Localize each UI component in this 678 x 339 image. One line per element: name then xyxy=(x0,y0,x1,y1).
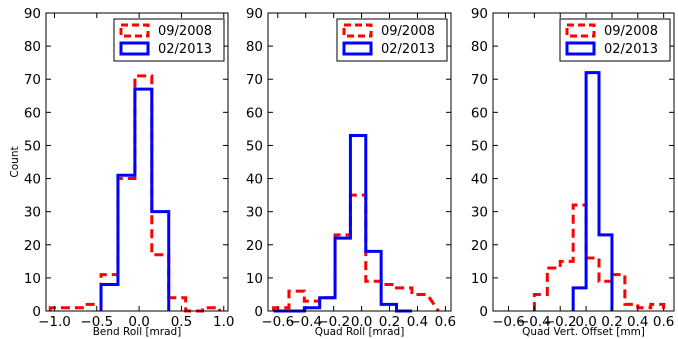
histogram-series-1 xyxy=(532,203,666,311)
y-tick-label: 20 xyxy=(24,238,41,254)
legend-swatch xyxy=(119,41,150,56)
y-axis-label: Count xyxy=(9,146,21,177)
y-tick-label: 0 xyxy=(479,304,488,320)
y-tick-label: 50 xyxy=(471,138,488,154)
x-tick-label: 0.0 xyxy=(575,314,596,330)
y-tick-label: 80 xyxy=(246,39,263,55)
x-tick-label: 0.2 xyxy=(379,314,400,330)
legend: 09/2008 02/2013 xyxy=(113,18,225,62)
legend-swatch xyxy=(342,41,373,56)
legend-label: 09/2008 xyxy=(604,24,658,39)
y-tick-label: 0 xyxy=(32,304,41,320)
y-tick-label: 20 xyxy=(471,238,488,254)
x-tick-label: 0.0 xyxy=(351,314,372,330)
legend-label: 09/2008 xyxy=(158,24,212,39)
x-tick-label: −0.4 xyxy=(518,314,551,330)
y-tick-label: 10 xyxy=(24,271,41,287)
y-tick-label: 80 xyxy=(24,39,41,55)
y-tick-label: 10 xyxy=(246,271,263,287)
y-tick-label: 80 xyxy=(471,39,488,55)
y-tick-label: 90 xyxy=(24,6,41,22)
legend-swatch xyxy=(565,41,596,56)
x-tick-label: 0.2 xyxy=(601,314,622,330)
x-tick-label: −0.6 xyxy=(492,314,525,330)
x-tick-label: 0.0 xyxy=(128,314,149,330)
x-tick-label: 0.6 xyxy=(653,314,674,330)
x-axis-label: Quad Roll [mrad] xyxy=(315,326,405,338)
x-axis-label: Bend Roll [mrad] xyxy=(93,326,182,338)
x-tick-label: 1.0 xyxy=(213,314,234,330)
y-tick-label: 70 xyxy=(471,72,488,88)
y-tick-label: 90 xyxy=(246,6,263,22)
legend-label: 02/2013 xyxy=(381,42,435,57)
y-tick-label: 90 xyxy=(471,6,488,22)
x-tick-label: −0.5 xyxy=(80,314,113,330)
y-tick-label: 60 xyxy=(24,105,41,121)
axes-frame xyxy=(492,12,675,312)
x-tick-label: 0.4 xyxy=(627,314,648,330)
legend: 09/2008 02/2013 xyxy=(336,18,448,62)
histogram-series-1 xyxy=(272,193,440,312)
y-tick-label: 40 xyxy=(471,172,488,188)
legend-label: 02/2013 xyxy=(604,42,658,57)
x-tick-label: −1.0 xyxy=(38,314,71,330)
x-tick-label: 0.6 xyxy=(435,314,456,330)
y-tick-label: 50 xyxy=(246,138,263,154)
x-tick-label: −0.2 xyxy=(544,314,577,330)
legend-swatch xyxy=(119,23,150,38)
y-tick-label: 0 xyxy=(254,304,263,320)
legend-label: 09/2008 xyxy=(381,24,435,39)
axes-frame xyxy=(45,12,229,312)
y-tick-label: 40 xyxy=(24,172,41,188)
legend-label: 02/2013 xyxy=(158,42,212,57)
chart-panel-2: 0 10 20 30 40 50 60 70 80 90 −0.6−0.4−0.2 0.0 0.2 0.4… xyxy=(246,6,456,338)
x-tick-label: −0.2 xyxy=(317,314,350,330)
x-tick-label: −0.6 xyxy=(261,314,294,330)
y-tick-label: 40 xyxy=(246,172,263,188)
y-tick-label: 20 xyxy=(246,238,263,254)
y-tick-label: 30 xyxy=(24,205,41,221)
x-tick-label: 0.4 xyxy=(407,314,428,330)
chart-panel-1: 0 10 20 30 40 50 60 70 80 90 −1.0 −0.5 0.0 0.5 1.0 Bend… xyxy=(9,6,235,338)
x-tick-label: −0.4 xyxy=(289,314,322,330)
axes-frame xyxy=(267,12,452,312)
y-tick-label: 60 xyxy=(246,105,263,121)
histogram-series-2 xyxy=(273,134,412,313)
y-tick-label: 60 xyxy=(471,105,488,121)
y-tick-label: 70 xyxy=(246,72,263,88)
histogram-series-2 xyxy=(99,87,171,311)
y-tick-label: 10 xyxy=(471,271,488,287)
y-tick-label: 30 xyxy=(246,205,263,221)
y-tick-label: 70 xyxy=(24,72,41,88)
legend-swatch xyxy=(342,23,373,38)
legend: 09/2008 02/2013 xyxy=(559,18,671,62)
x-axis-label: Quad Vert. Offset [mm] xyxy=(522,326,645,338)
histogram-series-2 xyxy=(571,71,614,311)
y-tick-label: 50 xyxy=(24,138,41,154)
x-tick-label: 0.5 xyxy=(171,314,192,330)
chart-panel-3: 0 10 20 30 40 50 60 70 80 90 −0.6−0.4−0.20.0 0.2 0.4… xyxy=(471,6,675,338)
legend-swatch xyxy=(565,23,596,38)
y-tick-label: 30 xyxy=(471,205,488,221)
